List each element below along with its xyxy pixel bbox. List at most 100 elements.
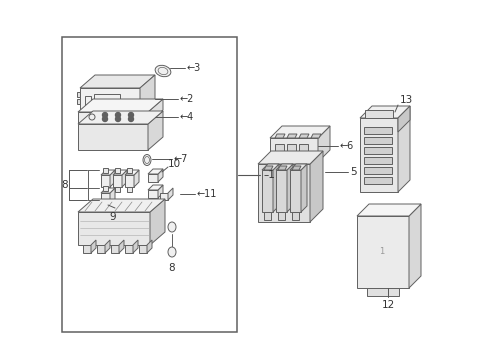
- Text: ←2: ←2: [180, 94, 194, 104]
- Polygon shape: [111, 245, 119, 253]
- Polygon shape: [122, 170, 127, 187]
- Polygon shape: [113, 170, 127, 175]
- Polygon shape: [148, 185, 163, 190]
- Polygon shape: [125, 123, 135, 128]
- Bar: [115, 187, 120, 192]
- Text: 13: 13: [399, 95, 412, 105]
- Polygon shape: [298, 134, 308, 138]
- Polygon shape: [289, 164, 306, 170]
- Circle shape: [128, 117, 133, 122]
- Bar: [278, 212, 285, 220]
- Polygon shape: [105, 240, 110, 253]
- Circle shape: [102, 117, 107, 122]
- Polygon shape: [77, 92, 80, 97]
- Text: ←7: ←7: [174, 154, 188, 164]
- Polygon shape: [258, 164, 309, 222]
- Text: ←6: ←6: [339, 141, 353, 151]
- Polygon shape: [275, 170, 286, 212]
- Polygon shape: [148, 174, 158, 182]
- Text: –1: –1: [263, 170, 274, 180]
- Polygon shape: [317, 126, 329, 162]
- Polygon shape: [356, 204, 420, 216]
- Polygon shape: [78, 199, 164, 212]
- Bar: [62, 37, 237, 332]
- Text: 8: 8: [168, 263, 175, 273]
- Polygon shape: [310, 134, 320, 138]
- Polygon shape: [397, 106, 409, 192]
- Text: 5: 5: [349, 167, 356, 177]
- Bar: [127, 187, 132, 192]
- Polygon shape: [269, 126, 329, 138]
- Polygon shape: [78, 112, 148, 123]
- Polygon shape: [158, 185, 163, 198]
- Polygon shape: [125, 170, 139, 175]
- Bar: [274, 144, 284, 158]
- Polygon shape: [291, 166, 301, 170]
- Bar: [286, 144, 295, 158]
- Polygon shape: [139, 245, 147, 253]
- Polygon shape: [113, 175, 122, 187]
- Polygon shape: [150, 199, 164, 245]
- Polygon shape: [258, 151, 323, 164]
- Polygon shape: [275, 164, 292, 170]
- Polygon shape: [133, 240, 138, 253]
- Polygon shape: [101, 175, 110, 187]
- Polygon shape: [101, 188, 115, 193]
- Polygon shape: [309, 151, 323, 222]
- Bar: [103, 187, 108, 192]
- Bar: [298, 144, 307, 158]
- Polygon shape: [85, 123, 95, 128]
- Polygon shape: [160, 193, 168, 200]
- Polygon shape: [158, 169, 163, 182]
- Polygon shape: [147, 240, 152, 253]
- Polygon shape: [91, 240, 96, 253]
- Bar: [115, 168, 120, 173]
- Polygon shape: [78, 124, 148, 150]
- Ellipse shape: [155, 65, 170, 77]
- Polygon shape: [80, 75, 155, 88]
- Text: 9: 9: [109, 212, 115, 222]
- Polygon shape: [264, 166, 272, 170]
- Polygon shape: [148, 169, 163, 174]
- Polygon shape: [110, 188, 115, 205]
- Polygon shape: [397, 106, 409, 132]
- Polygon shape: [269, 138, 317, 162]
- Polygon shape: [148, 111, 163, 150]
- Polygon shape: [83, 245, 91, 253]
- Bar: [103, 205, 108, 210]
- Polygon shape: [134, 170, 139, 187]
- Bar: [264, 212, 270, 220]
- Polygon shape: [278, 166, 286, 170]
- Polygon shape: [286, 164, 292, 212]
- Polygon shape: [77, 99, 80, 104]
- Polygon shape: [105, 123, 115, 128]
- Polygon shape: [289, 170, 301, 212]
- Text: 8: 8: [61, 180, 68, 190]
- Circle shape: [115, 117, 120, 122]
- Polygon shape: [78, 212, 150, 245]
- Polygon shape: [101, 170, 115, 175]
- Polygon shape: [97, 245, 105, 253]
- Circle shape: [102, 112, 107, 117]
- Polygon shape: [274, 134, 285, 138]
- Polygon shape: [359, 106, 409, 118]
- Text: 12: 12: [381, 300, 394, 310]
- Polygon shape: [110, 170, 115, 187]
- Polygon shape: [364, 110, 392, 118]
- Bar: [363, 147, 391, 154]
- Polygon shape: [125, 175, 134, 187]
- Polygon shape: [148, 99, 163, 123]
- Text: 1: 1: [379, 248, 384, 256]
- Text: 10: 10: [168, 159, 181, 169]
- Text: ←3: ←3: [186, 63, 201, 73]
- Polygon shape: [356, 216, 408, 288]
- Bar: [363, 127, 391, 134]
- Polygon shape: [262, 170, 272, 212]
- Bar: [363, 157, 391, 164]
- Bar: [363, 177, 391, 184]
- Polygon shape: [408, 204, 420, 288]
- Polygon shape: [286, 134, 296, 138]
- Polygon shape: [301, 164, 306, 212]
- Polygon shape: [148, 190, 158, 198]
- Polygon shape: [272, 164, 279, 212]
